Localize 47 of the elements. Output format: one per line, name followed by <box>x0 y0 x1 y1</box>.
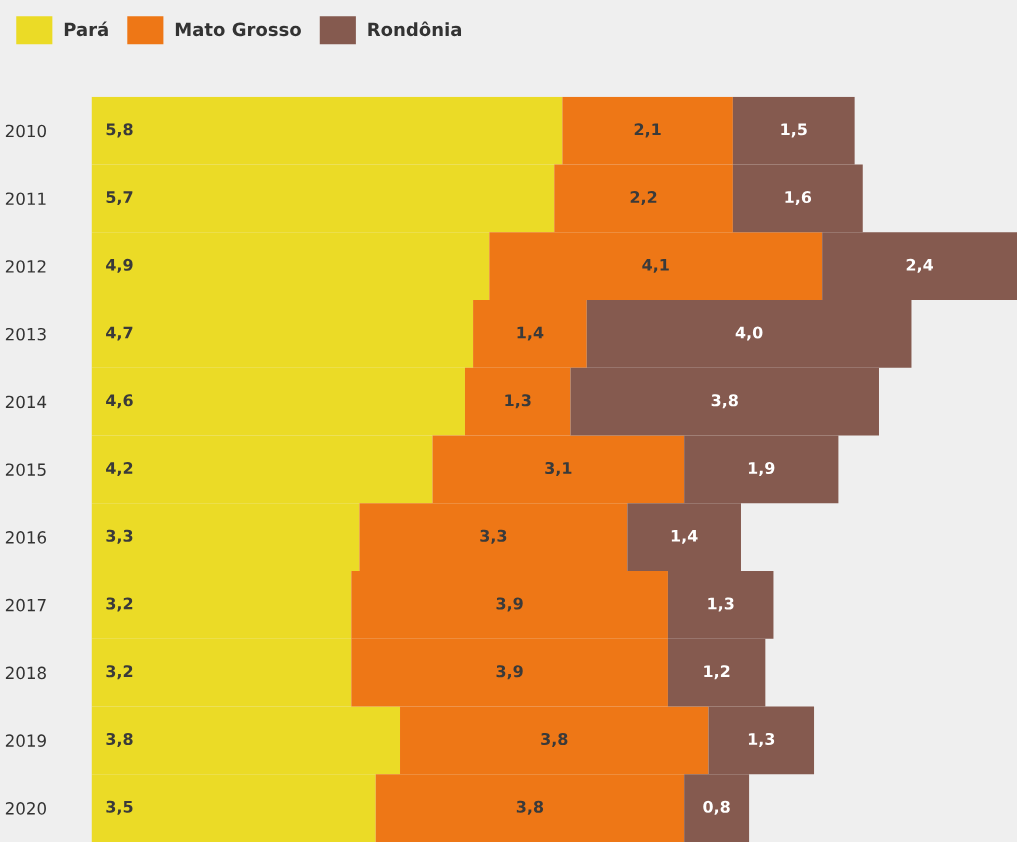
data-label: 4,2 <box>106 461 133 477</box>
data-label: 3,8 <box>516 800 544 815</box>
legend-label: Pará <box>64 21 108 37</box>
data-label: 4,6 <box>106 394 133 409</box>
data-label: 4,9 <box>106 258 133 273</box>
y-tick-label: 2017 <box>5 598 46 612</box>
data-label: 1,3 <box>708 597 734 612</box>
y-tick-label: 2015 <box>5 463 46 476</box>
data-label: 1,9 <box>748 461 775 477</box>
data-label: 2,1 <box>634 123 661 138</box>
data-label: 5,7 <box>106 191 133 206</box>
data-label: 3,5 <box>106 800 133 815</box>
y-tick-label: 2010 <box>5 124 46 138</box>
y-tick-label: 2012 <box>5 260 46 273</box>
legend-label: Mato Grosso <box>175 22 301 37</box>
data-label: 1,4 <box>517 326 544 341</box>
data-label: 0,8 <box>703 800 730 815</box>
legend-label: Rondônia <box>368 21 462 37</box>
y-tick-label: 2016 <box>5 531 47 544</box>
data-label: 1,5 <box>781 123 807 138</box>
data-label: 3,3 <box>106 529 133 544</box>
data-label: 3,8 <box>106 732 133 748</box>
y-tick-label: 2011 <box>5 192 46 206</box>
data-label: 1,6 <box>785 191 812 206</box>
data-label: 1,4 <box>671 529 698 544</box>
data-label: 5,8 <box>106 123 133 138</box>
y-tick-label: 2018 <box>5 666 46 680</box>
data-label: 3,2 <box>106 597 133 612</box>
data-label: 3,9 <box>496 665 523 680</box>
y-tick-label: 2013 <box>5 327 46 341</box>
data-label: 4,0 <box>735 326 763 341</box>
data-label: 1,2 <box>704 665 730 680</box>
y-tick-label: 2020 <box>5 802 46 815</box>
data-label: 3,3 <box>480 529 507 544</box>
y-tick-label: 2014 <box>5 395 47 409</box>
data-label: 2,4 <box>906 258 933 273</box>
data-label: 3,1 <box>545 461 572 477</box>
data-label: 3,8 <box>711 394 738 409</box>
data-label: 1,3 <box>748 732 775 748</box>
data-label: 2,2 <box>630 191 657 206</box>
data-label: 4,7 <box>106 326 133 341</box>
data-label: 3,8 <box>541 732 568 748</box>
y-tick-label: 2019 <box>5 734 46 747</box>
data-label: 4,1 <box>642 258 669 273</box>
data-label: 3,2 <box>106 665 133 680</box>
data-label: 1,3 <box>505 394 531 409</box>
data-label: 3,9 <box>496 597 523 612</box>
